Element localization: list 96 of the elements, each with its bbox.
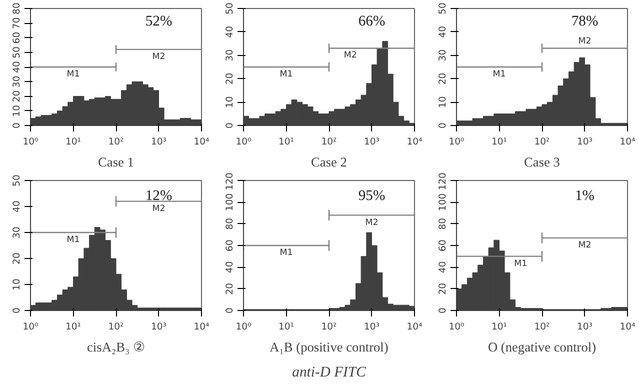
x-tick-label: 10³ (364, 136, 380, 148)
x-tick-label: 10² (108, 322, 124, 332)
series-label: M1 (280, 248, 293, 258)
y-tick-label: 30 (12, 76, 22, 88)
y-tick-label: 30 (224, 49, 236, 62)
y-tick-label: 80 (224, 218, 236, 230)
x-tick-label: 10³ (364, 322, 380, 332)
y-tick-label: 50 (12, 46, 22, 58)
annotation: 66% (358, 14, 386, 30)
x-tick-label: 10³ (150, 136, 167, 148)
annotation: 52% (145, 14, 172, 30)
x-axis-title: O (negative control) (488, 340, 596, 354)
series-label: M1 (66, 69, 80, 80)
x-tick-label: 10⁰ (236, 322, 252, 332)
y-tick-label: 10 (438, 96, 448, 108)
y-tick-label: 40 (12, 200, 22, 212)
y-tick-label: 100 (224, 193, 236, 212)
series-label: M2 (152, 204, 166, 214)
y-tick-label: 80 (438, 218, 448, 230)
x-tick-label: 10² (534, 322, 550, 332)
text: anti-D FITC (292, 364, 366, 380)
x-tick-label: 10¹ (278, 322, 294, 332)
y-tick-label: 20 (438, 282, 448, 295)
y-tick-label: 10 (12, 278, 22, 290)
y-tick-label: 0 (224, 122, 236, 128)
x-tick-label: 10² (534, 136, 550, 148)
x-tick-label: 10³ (576, 322, 593, 332)
y-tick-label: 50 (12, 174, 22, 186)
x-axis-title: Case 2 (311, 154, 347, 170)
x-tick-label: 10³ (150, 322, 167, 332)
series-label: M2 (578, 36, 592, 47)
x-tick-label: 10¹ (491, 322, 508, 332)
y-tick-label: 50 (224, 2, 236, 14)
series-label: M1 (514, 258, 528, 269)
x-tick-label: 10⁰ (448, 136, 465, 148)
series-label: M1 (66, 235, 80, 246)
y-tick-label: 100 (438, 193, 448, 212)
x-tick-label: 10¹ (65, 322, 82, 332)
x-tick-label: 10² (108, 136, 124, 148)
x-axis-title: A₁B (positive control) (270, 340, 388, 354)
series-label: M2 (344, 50, 357, 61)
y-tick-label: 20 (224, 282, 236, 295)
x-tick-label: 10⁴ (406, 322, 423, 332)
x-tick-label: 10¹ (491, 136, 508, 148)
y-tick-label: 70 (12, 17, 22, 30)
x-axis-title: Case 1 (98, 154, 134, 170)
y-tick-label: 30 (438, 49, 448, 62)
y-tick-label: 120 (224, 172, 236, 190)
y-tick-label: 60 (12, 32, 22, 44)
x-tick-label: 10⁴ (194, 322, 210, 332)
annotation: 12% (145, 188, 172, 204)
x-tick-label: 10² (321, 136, 338, 148)
annotation: 95% (358, 188, 386, 204)
x-tick-label: 10⁴ (194, 136, 210, 148)
x-tick-label: 10⁰ (448, 322, 465, 332)
x-tick-label: 10¹ (65, 136, 82, 148)
y-tick-label: 0 (12, 122, 22, 128)
annotation: 78% (571, 14, 598, 30)
x-tick-label: 10² (321, 322, 338, 332)
y-tick-label: 10 (224, 96, 236, 108)
y-tick-label: 0 (12, 307, 22, 314)
series-label: M1 (280, 69, 293, 80)
y-tick-label: 0 (224, 307, 236, 314)
x-axis-title: Case 3 (524, 154, 560, 170)
y-tick-label: 40 (12, 61, 22, 73)
y-tick-label: 20 (224, 72, 236, 85)
x-tick-label: 10⁰ (236, 136, 252, 148)
y-tick-label: 20 (438, 72, 448, 85)
y-tick-label: 40 (224, 261, 236, 274)
x-tick-label: 10⁴ (620, 322, 636, 332)
x-tick-label: 10⁰ (22, 322, 39, 332)
y-tick-label: 20 (12, 252, 22, 264)
y-tick-label: 40 (438, 26, 448, 38)
y-tick-label: 0 (438, 122, 448, 128)
y-tick-label: 10 (12, 104, 22, 117)
y-tick-label: 60 (224, 240, 236, 252)
series-label: M2 (152, 52, 166, 62)
y-tick-label: 20 (12, 90, 22, 102)
y-tick-label: 60 (438, 240, 448, 252)
x-axis-title: cisA₂B₃ ② (87, 340, 145, 354)
series-label: M1 (492, 69, 506, 80)
x-tick-label: 10⁴ (406, 136, 423, 148)
annotation: 1% (574, 188, 595, 204)
y-tick-label: 40 (224, 26, 236, 38)
x-tick-label: 10¹ (278, 136, 294, 148)
y-tick-label: 30 (12, 226, 22, 238)
y-tick-label: 80 (12, 2, 22, 14)
y-tick-label: 0 (438, 307, 448, 314)
series-label: M2 (365, 218, 378, 228)
y-tick-label: 120 (438, 172, 448, 190)
x-tick-label: 10⁴ (620, 136, 636, 148)
x-tick-label: 10⁰ (22, 136, 39, 148)
y-tick-label: 50 (438, 2, 448, 14)
y-tick-label: 40 (438, 261, 448, 274)
x-tick-label: 10³ (576, 136, 593, 148)
series-label: M2 (578, 240, 592, 251)
